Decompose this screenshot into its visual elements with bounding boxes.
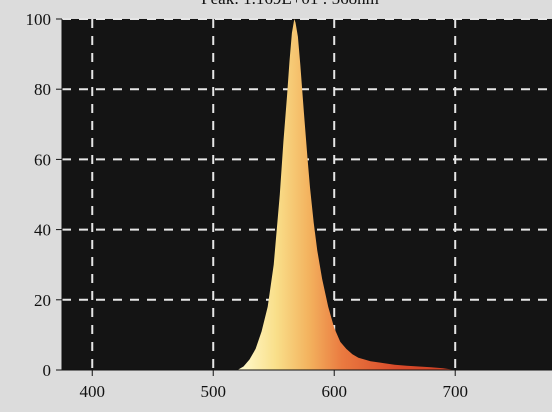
y-tick-label: 40 — [34, 221, 51, 240]
x-tick-label: 700 — [442, 382, 468, 401]
y-tick-label: 60 — [34, 150, 51, 169]
axes — [61, 19, 552, 371]
spectrum-area — [237, 19, 456, 370]
x-tick-label: 600 — [321, 382, 347, 401]
y-tick-label: 100 — [26, 10, 52, 29]
x-axis-ticks: 400 500 600 700 — [79, 370, 468, 401]
y-axis-ticks: 0 20 40 60 80 100 — [26, 10, 62, 380]
x-tick-label: 500 — [200, 382, 226, 401]
y-tick-label: 20 — [34, 291, 51, 310]
y-tick-label: 80 — [34, 80, 51, 99]
chart-title: Peak: 1.169E+01 : 568nm — [201, 0, 379, 8]
x-tick-label: 400 — [79, 382, 105, 401]
y-tick-label: 0 — [43, 361, 52, 380]
